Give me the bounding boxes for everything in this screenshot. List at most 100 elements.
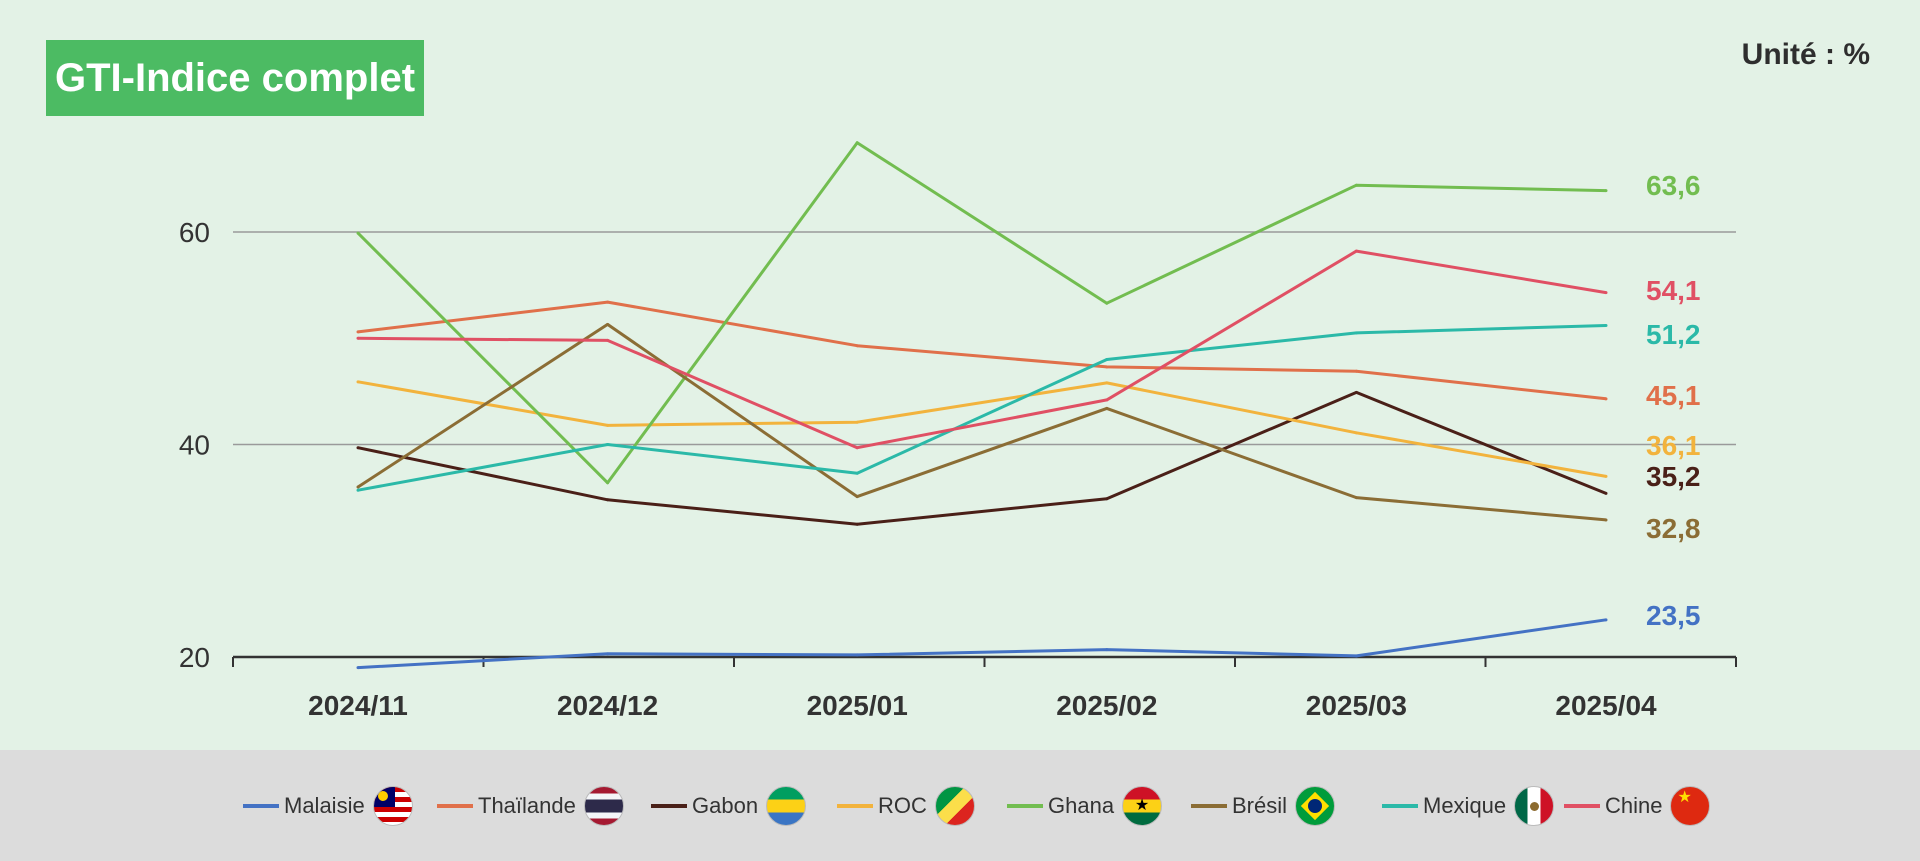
crescent-icon [377,790,388,801]
data-point [1354,654,1358,658]
unit-label: Unité : % [1741,38,1870,71]
data-point [1354,496,1358,500]
series-line [357,324,1607,492]
legend-swatch [1382,803,1418,808]
legend-label: Thaïlande [478,792,576,818]
data-point [855,344,859,348]
end-value-label: 45,1 [1646,380,1701,411]
x-tick-label: 2025/02 [1056,690,1157,721]
gh-flag-icon: ★ [1122,785,1163,826]
line-chart: 20 40 60 2024/11 2024/12 2025/01 2025/02 2025/0… [179,141,1737,721]
data-point [855,653,859,657]
legend-label: Mexique [1423,792,1507,818]
ga-flag-icon [766,785,807,826]
end-value-label: 36,1 [1646,430,1701,461]
y-tick-label: 60 [179,217,210,248]
data-point [855,141,859,145]
data-point [1604,474,1608,478]
cn-flag-icon: ★ [1670,785,1711,826]
legend-swatch [243,803,279,808]
chart-title: GTI-Indice complet [46,40,424,116]
series-Ghana [356,141,1608,485]
data-point [1354,390,1358,394]
data-point [855,446,859,450]
data-point [1105,365,1109,369]
data-point [356,485,360,489]
series-line [357,390,1607,526]
globe-icon [1308,798,1323,813]
data-point [1354,183,1358,187]
x-tick-label: 2024/11 [308,690,408,721]
data-point [1105,497,1109,501]
x-tick-label: 2025/04 [1555,690,1657,721]
data-point [356,231,360,235]
data-point [356,666,360,670]
series-ROC [356,380,1608,478]
data-point [1604,491,1608,495]
series-Malaisie [356,618,1608,670]
legend: Malaisie Thaïlande Gabon ROC Ghana ★ Brésil Mex… [0,750,1920,861]
series-Thaïlande [356,300,1608,401]
data-point [1604,397,1608,401]
my-flag-icon [372,785,413,826]
x-tick-label: 2025/01 [807,690,908,721]
series-line [357,618,1607,670]
data-point [855,471,859,475]
data-point [1354,369,1358,373]
data-point [1105,358,1109,361]
data-point [1354,331,1358,335]
legend-swatch [837,803,873,808]
legend-item-ROC: ROC [837,750,975,861]
data-point [855,495,859,499]
data-point [606,443,610,446]
y-tick-label: 20 [179,642,210,673]
legend-item-Thaïlande: Thaïlande [437,750,624,861]
data-point [606,423,610,427]
data-point [1604,518,1608,522]
series-line [357,322,1607,522]
mx-flag-icon [1514,785,1555,826]
br-flag-icon [1295,785,1336,826]
end-value-label: 51,2 [1646,319,1701,350]
data-point [356,380,360,384]
series-line [357,300,1607,401]
data-point [606,338,610,342]
data-point [1604,618,1608,622]
data-point [1105,648,1109,652]
legend-swatch [1191,803,1227,808]
series-line [356,141,1607,485]
legend-swatch [1007,803,1043,808]
legend-item-Ghana: Ghana ★ [1007,750,1163,861]
legend-swatch [437,803,473,808]
data-point [606,498,610,502]
end-value-label: 63,6 [1646,170,1701,201]
data-point [1354,249,1358,253]
data-point [1604,291,1608,295]
legend-item-Mexique: Mexique [1382,750,1555,861]
emblem-icon [1530,801,1540,811]
series-Brésil [356,322,1608,522]
legend-label: ROC [878,792,927,818]
legend-item-Gabon: Gabon [651,750,807,861]
data-point [606,481,610,485]
y-tick-label: 40 [179,430,210,461]
legend-label: Gabon [692,792,759,818]
cg-flag-icon [934,785,975,826]
series-Chine [356,249,1608,450]
data-point [1354,431,1358,435]
legend-label: Ghana [1048,792,1115,818]
data-point [1604,324,1608,327]
legend-label: Chine [1605,792,1663,818]
data-point [1105,381,1109,385]
data-point [356,446,360,450]
series-line [357,249,1607,450]
data-point [606,322,610,326]
end-value-label: 35,2 [1646,461,1701,492]
star-icon: ★ [1677,788,1692,806]
data-point [1105,406,1109,410]
x-tick-label: 2024/12 [557,690,658,721]
legend-bar: Malaisie Thaïlande Gabon ROC Ghana ★ Brésil Mex… [0,750,1920,861]
data-point [356,330,360,334]
series-Gabon [356,390,1608,526]
